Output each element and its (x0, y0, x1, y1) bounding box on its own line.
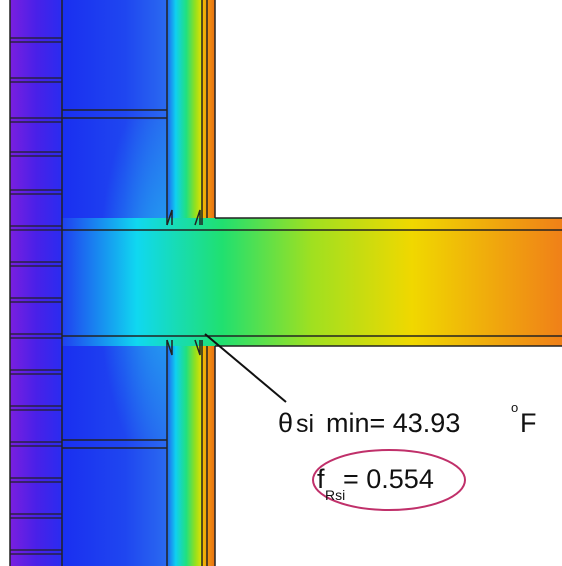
factor-symbol: f (317, 464, 325, 494)
temperature-text: min= 43.93 (326, 408, 460, 438)
degree-symbol: o (511, 400, 518, 415)
exterior-space (216, 347, 562, 566)
theta-subscript: si (296, 410, 314, 438)
factor-annotation: f Rsi = 0.554 (317, 464, 434, 503)
highlight-ellipse (312, 449, 466, 511)
outlines (9, 0, 562, 566)
temperature-unit: F (520, 408, 537, 438)
factor-text: = 0.554 (343, 464, 434, 494)
factor-subscript: Rsi (325, 487, 345, 503)
temperature-annotation: θ si min= 43.93 o F (278, 400, 537, 438)
leader-line (204, 333, 287, 403)
theta-symbol: θ (278, 408, 293, 438)
brick-layer (10, 0, 62, 566)
floor-slab (62, 218, 562, 346)
